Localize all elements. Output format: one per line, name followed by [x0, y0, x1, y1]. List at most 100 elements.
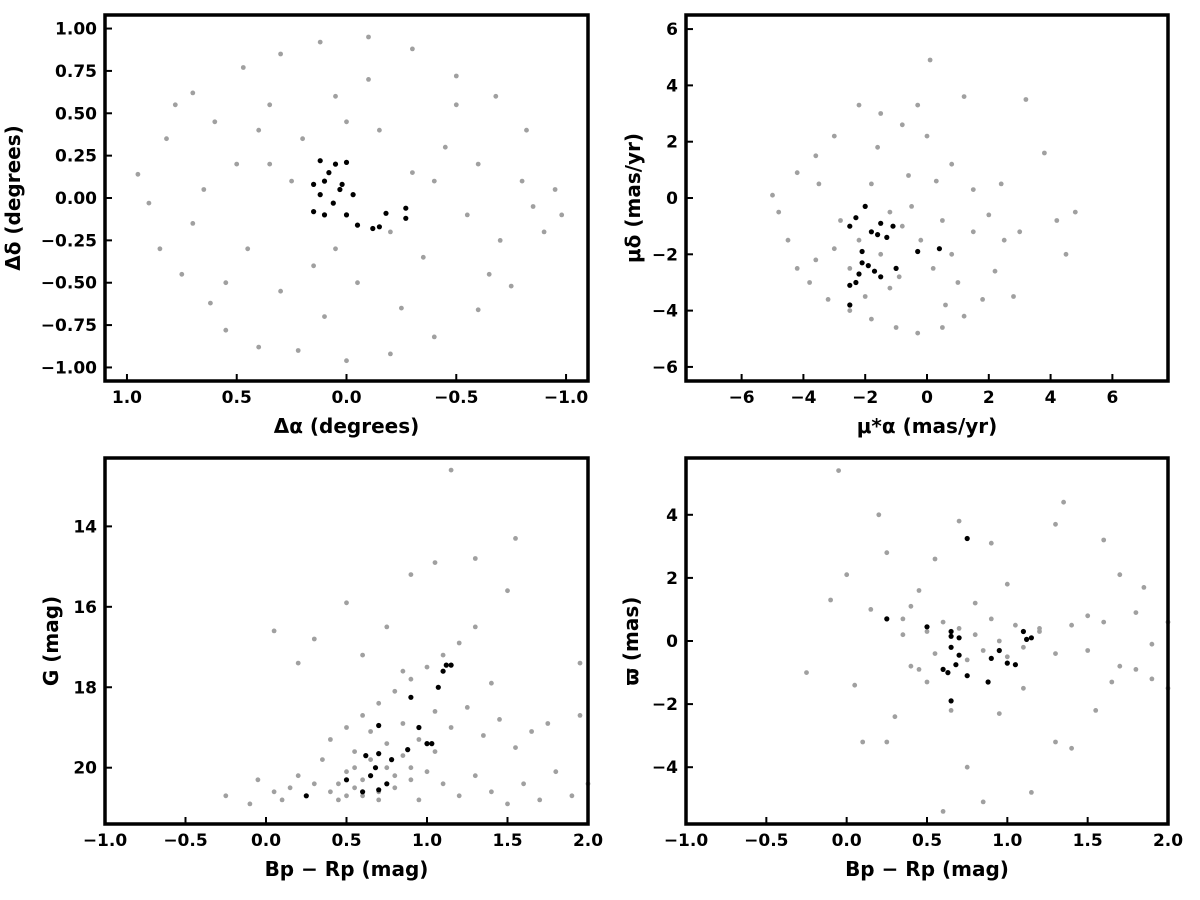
field-point — [569, 793, 575, 799]
field-point — [355, 280, 360, 286]
field-point — [537, 797, 543, 803]
y-tick-label: −2 — [652, 245, 678, 265]
field-point — [900, 632, 906, 638]
field-point — [399, 305, 404, 311]
member-point — [948, 628, 954, 635]
field-point — [234, 161, 240, 167]
field-point — [900, 616, 906, 622]
field-point — [1053, 739, 1058, 745]
field-point — [368, 757, 373, 762]
y-tick-label: 0.00 — [55, 189, 97, 209]
field-point — [424, 769, 430, 775]
field-point — [847, 266, 853, 271]
field-point — [493, 93, 499, 99]
member-point — [376, 224, 382, 230]
field-point — [223, 327, 229, 333]
field-point — [970, 187, 976, 193]
field-point — [453, 102, 459, 108]
field-point — [813, 257, 819, 263]
member-point — [311, 181, 317, 187]
member-point — [956, 652, 962, 658]
field-point — [368, 729, 373, 734]
member-point — [389, 757, 395, 763]
x-tick-label: −1.0 — [83, 831, 128, 851]
field-point — [875, 144, 880, 150]
field-point — [964, 764, 970, 770]
member-point — [859, 248, 865, 255]
field-point — [513, 745, 518, 750]
member-point — [368, 773, 374, 779]
field-series — [770, 57, 1078, 336]
field-point — [847, 308, 853, 313]
x-axis-label: μ*α (mas/yr) — [857, 414, 998, 438]
field-point — [336, 797, 341, 803]
field-point — [278, 288, 283, 294]
field-point — [1029, 790, 1034, 795]
y-tick-label: 0.50 — [55, 104, 97, 124]
member-point — [435, 684, 441, 690]
field-point — [856, 102, 862, 108]
y-tick-label: 0.75 — [55, 62, 97, 82]
member-point — [332, 161, 339, 167]
field-point — [998, 181, 1004, 187]
member-point — [317, 192, 323, 198]
field-point — [333, 246, 338, 252]
field-point — [776, 209, 782, 215]
field-point — [1149, 641, 1155, 647]
field-point — [869, 181, 874, 187]
field-point — [475, 307, 481, 313]
field-point — [1101, 537, 1107, 543]
field-point — [856, 237, 862, 243]
member-point — [956, 635, 962, 641]
member-point — [443, 662, 449, 668]
field-point — [360, 713, 365, 718]
field-point — [240, 65, 246, 70]
field-point — [1011, 294, 1016, 299]
field-point — [392, 688, 398, 694]
member-point — [1004, 660, 1010, 666]
y-tick-label: 18 — [73, 678, 97, 698]
field-point — [508, 283, 514, 289]
field-point — [1004, 654, 1010, 660]
x-axis-label: Δα (degrees) — [274, 414, 420, 438]
member-point — [884, 234, 890, 240]
y-tick-label: −4 — [652, 758, 678, 778]
field-point — [289, 178, 294, 184]
field-point — [295, 348, 301, 353]
field-point — [424, 664, 430, 670]
field-point — [472, 773, 478, 779]
member-point — [915, 248, 921, 255]
field-point — [295, 660, 301, 666]
field-point — [432, 709, 438, 714]
field-point — [271, 628, 277, 634]
x-tick-label: 0.5 — [222, 388, 252, 408]
member-point — [1024, 636, 1030, 643]
x-tick-label: 2 — [983, 388, 995, 408]
member-point — [847, 302, 853, 308]
field-point — [366, 34, 371, 40]
field-point — [932, 556, 938, 562]
field-point — [410, 46, 415, 52]
field-point — [431, 334, 437, 340]
field-point — [996, 638, 1002, 644]
member-point — [405, 747, 411, 753]
field-point — [1061, 499, 1066, 505]
x-tick-label: −4 — [790, 388, 816, 408]
field-point — [988, 540, 994, 546]
field-point — [887, 285, 893, 291]
field-point — [486, 271, 492, 277]
field-point — [295, 773, 301, 779]
y-tick-label: 2 — [666, 569, 678, 589]
member-point — [985, 679, 991, 685]
field-point — [933, 178, 939, 184]
field-point — [836, 468, 841, 473]
field-point — [970, 229, 976, 235]
field-point — [1069, 622, 1074, 628]
field-point — [287, 785, 293, 791]
field-point — [135, 171, 141, 177]
field-point — [1017, 229, 1023, 235]
member-point — [303, 793, 309, 799]
y-tick-label: −0.25 — [41, 231, 97, 251]
member-point — [856, 271, 862, 277]
field-point — [400, 721, 406, 726]
